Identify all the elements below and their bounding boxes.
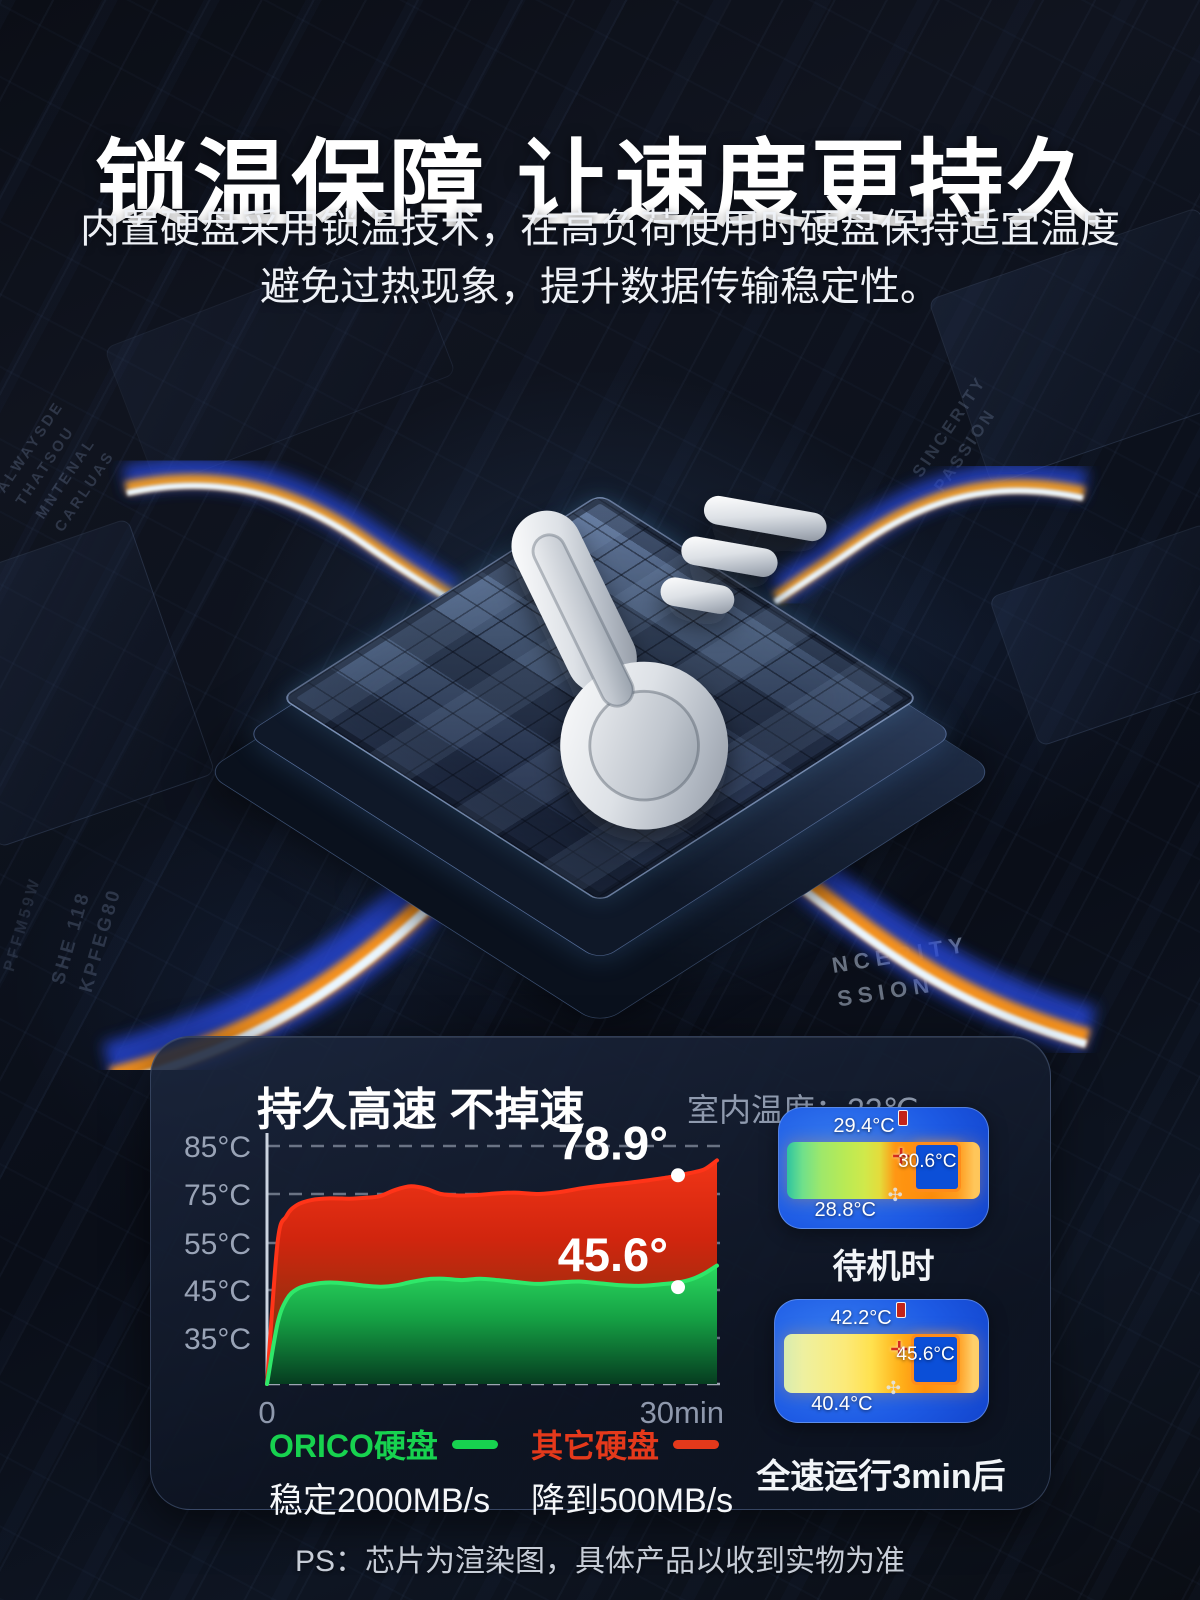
line-series-0 <box>265 1263 719 1386</box>
thermal-temp-bottom: 28.8°C <box>814 1199 876 1221</box>
y-tick-label: 75°C <box>184 1179 251 1212</box>
thermal-chip-box <box>912 1141 961 1192</box>
thermal-crosshair-marker: ✛ <box>890 1336 909 1362</box>
thermal-temp-bottom: 40.4°C <box>811 1392 873 1415</box>
thermometer-body <box>511 510 729 830</box>
legend-other: 其它硬盘 降到500MB/s <box>531 1421 801 1522</box>
subtitle-line-1: 内置硬盘采用锁温技术，在高负荷使用时硬盘保持适宜温度 <box>80 207 1120 251</box>
legend-orico: ORICO硬盘 稳定2000MB/s <box>269 1421 539 1522</box>
y-tick-label: 45°C <box>184 1275 251 1308</box>
ribbon-left-top <box>121 457 460 605</box>
legend-other-label: 其它硬盘 <box>531 1428 660 1464</box>
disclaimer-note: PS：芯片为渲染图，具体产品以收到实物为准 <box>294 1545 906 1578</box>
subtitle-line-2: 避免过热现象，提升数据传输稳定性。 <box>260 265 940 309</box>
thermal-caption-standby: 待机时 <box>832 1248 935 1286</box>
thermal-crosshair-marker: ✛ <box>891 1144 911 1169</box>
thermal-temp-top: 29.4°C <box>833 1115 895 1138</box>
legend-orico-swatch <box>451 1439 498 1449</box>
chart-title: 持久高速 不掉速 <box>257 1084 585 1135</box>
thermal-chip-box <box>911 1334 961 1386</box>
legend-other-swatch <box>673 1439 720 1449</box>
thermal-temp-box: 45.6°C <box>896 1343 955 1365</box>
temperature-chart: 85°C 75°C 55°C 45°C 35°C 0 30min 78.9° 45.6° <box>161 1115 781 1455</box>
annotation-dot <box>671 1280 685 1295</box>
thermometer-icon <box>511 495 827 830</box>
thermal-flake-marker: ✣ <box>887 1184 903 1205</box>
heat-lines-icon <box>660 495 827 614</box>
y-tick-label: 55°C <box>184 1228 251 1261</box>
annotation-label: 45.6° <box>558 1228 668 1281</box>
thermal-temp-top: 42.2°C <box>830 1307 892 1330</box>
thermal-image-fullspeed: ✛ ✣ 42.2°C 45.6°C 40.4°C <box>774 1299 989 1423</box>
page-subtitle: 内置硬盘采用锁温技术，在高负荷使用时硬盘保持适宜温度 避免过热现象，提升数据传输… <box>0 200 1200 316</box>
page-title: 锁温保障 让速度更持久 <box>95 131 1105 238</box>
thermal-image-standby: ✛ ✣ 29.4°C 30.6°C 28.8°C <box>778 1107 989 1229</box>
ribbon-right-top <box>769 462 1089 605</box>
thermal-pin-marker <box>896 1302 907 1319</box>
y-tick-label: 35°C <box>184 1323 251 1356</box>
legend-orico-label: ORICO硬盘 <box>269 1428 438 1464</box>
thermal-caption-fullspeed: 全速运行3min后 <box>756 1458 1006 1496</box>
chip-render-illustration <box>0 330 1200 1070</box>
thermal-temp-box: 30.6°C <box>898 1151 957 1173</box>
line-series-1 <box>265 1158 719 1386</box>
x-tick-label: 0 <box>258 1395 275 1430</box>
x-tick-label: 30min <box>640 1395 724 1430</box>
thermal-pin-marker <box>898 1110 909 1127</box>
annotation-dot <box>671 1168 685 1183</box>
annotation-label: 78.9° <box>558 1116 668 1169</box>
area-series-0 <box>267 1265 717 1384</box>
temperature-chart-svg: 85°C 75°C 55°C 45°C 35°C 0 30min 78.9° 45.6° <box>184 1116 724 1430</box>
y-tick-label: 85°C <box>184 1131 251 1164</box>
temperature-panel: 持久高速 不掉速 室内温度：22℃ 85°C75°C55°C45°C35°C03… <box>150 1036 1051 1520</box>
legend-other-desc: 降到500MB/s <box>531 1482 734 1520</box>
thermal-flake-marker: ✣ <box>885 1378 901 1399</box>
legend-orico-desc: 稳定2000MB/s <box>269 1482 491 1520</box>
